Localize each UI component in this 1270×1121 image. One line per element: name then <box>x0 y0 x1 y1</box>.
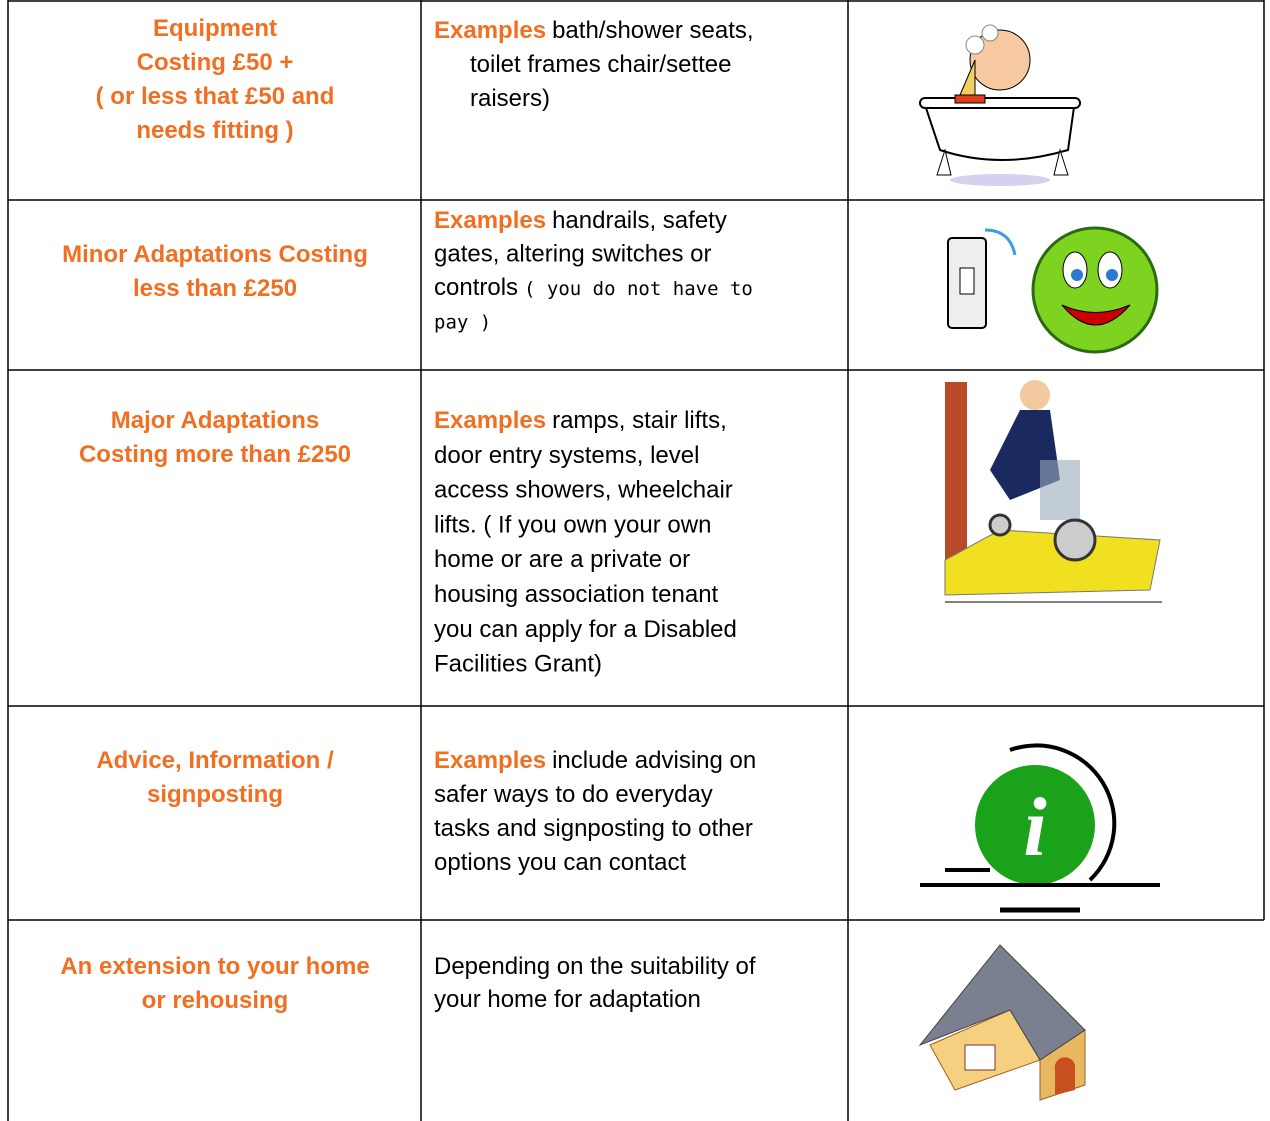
category-text: Major Adaptations <box>111 407 319 434</box>
examples-text: gates, altering switches or <box>434 241 711 268</box>
examples-text: safer ways to do everyday <box>434 781 713 808</box>
category-text: Minor Adaptations Costing <box>62 241 368 268</box>
examples-text: controls <box>434 274 518 301</box>
switch-smiley-icon <box>947 226 1159 354</box>
info-icon: i <box>920 743 1160 913</box>
examples-line: toilet frames chair/settee <box>470 51 731 78</box>
category-text: signposting <box>147 781 283 808</box>
examples-label: Examples <box>434 207 546 234</box>
bath-icon <box>919 24 1081 186</box>
examples-line: Examples include advising on <box>434 747 756 774</box>
examples-text: housing association tenant <box>434 581 719 608</box>
svg-text:i: i <box>1023 781 1046 874</box>
note-text: ( you do not have to <box>524 278 753 300</box>
examples-text: handrails, safety <box>552 207 727 234</box>
examples-line: lifts. ( If you own your own <box>434 511 711 538</box>
examples-text: toilet frames chair/settee <box>470 51 731 78</box>
examples-text: home or are a private or <box>434 546 690 573</box>
examples-line: Facilities Grant) <box>434 651 602 678</box>
examples-text: tasks and signposting to other <box>434 815 753 842</box>
examples-line: Examples handrails, safety <box>434 207 727 234</box>
examples-text: Facilities Grant) <box>434 651 602 678</box>
category-text: needs fitting ) <box>136 117 293 144</box>
examples-line: options you can contact <box>434 849 686 876</box>
category-text: or rehousing <box>142 987 289 1014</box>
category-text: less than £250 <box>133 275 297 302</box>
examples-line: Examples bath/shower seats, <box>434 17 754 44</box>
examples-text: include advising on <box>552 747 756 774</box>
category-text: Advice, Information / <box>96 747 334 774</box>
wheelchair-icon <box>944 380 1162 603</box>
examples-line: tasks and signposting to other <box>434 815 753 842</box>
category-text: Equipment <box>153 15 277 42</box>
examples-line: safer ways to do everyday <box>434 781 713 808</box>
house-icon <box>918 944 1086 1101</box>
examples-line: gates, altering switches or <box>434 241 711 268</box>
examples-label: Examples <box>434 407 546 434</box>
examples-text: you can apply for a Disabled <box>434 616 737 643</box>
examples-line: door entry systems, level <box>434 442 699 469</box>
examples-text: options you can contact <box>434 849 686 876</box>
examples-line: housing association tenant <box>434 581 719 608</box>
examples-text: ramps, stair lifts, <box>552 407 727 434</box>
category-text: ( or less that £50 and <box>96 83 335 110</box>
examples-text: your home for adaptation <box>434 986 701 1013</box>
note-text: pay ) <box>434 312 491 334</box>
examples-line: access showers, wheelchair <box>434 477 733 504</box>
category-text: Costing more than £250 <box>79 441 351 468</box>
examples-text: raisers) <box>470 85 550 112</box>
examples-label: Examples <box>434 17 546 44</box>
examples-line: home or are a private or <box>434 546 690 573</box>
category-text: An extension to your home <box>60 953 369 980</box>
borders <box>7 0 1265 1121</box>
examples-line: Examples ramps, stair lifts, <box>434 407 727 434</box>
category-text: Costing £50 + <box>137 49 294 76</box>
examples-line: you can apply for a Disabled <box>434 616 737 643</box>
examples-line: your home for adaptation <box>434 986 701 1013</box>
examples-text: lifts. ( If you own your own <box>434 511 711 538</box>
examples-label: Examples <box>434 747 546 774</box>
examples-line: raisers) <box>470 85 550 112</box>
examples-text: Depending on the suitability of <box>434 953 756 980</box>
examples-text: access showers, wheelchair <box>434 477 733 504</box>
examples-text: bath/shower seats, <box>552 17 753 44</box>
examples-line: Depending on the suitability of <box>434 953 756 980</box>
examples-text: door entry systems, level <box>434 442 699 469</box>
examples-line: controls ( you do not have to <box>434 274 753 301</box>
